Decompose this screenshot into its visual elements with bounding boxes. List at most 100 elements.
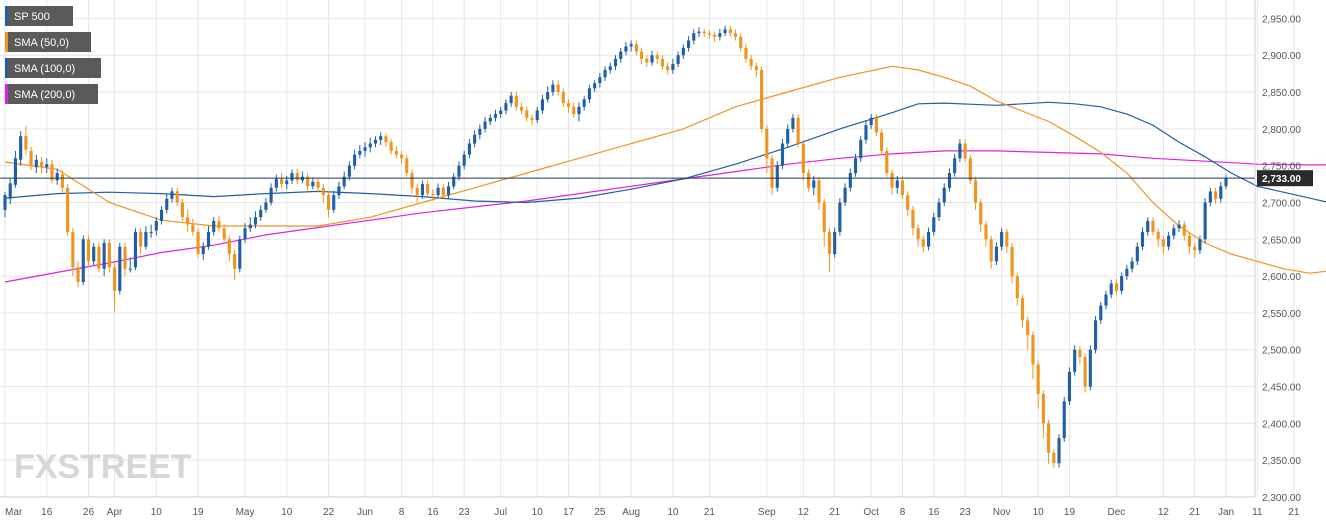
candle-body — [206, 231, 211, 247]
candle — [723, 25, 727, 37]
candle — [906, 191, 910, 216]
candle — [1161, 235, 1165, 255]
candle — [86, 235, 91, 268]
candle-body — [624, 46, 628, 52]
x-tick-label: 21 — [704, 507, 716, 518]
y-tick-label: 2,950.00 — [1262, 14, 1301, 25]
candle — [947, 168, 952, 192]
candle — [817, 176, 821, 210]
candle — [316, 177, 320, 193]
candle-body — [102, 242, 106, 269]
candle — [973, 176, 978, 210]
candle — [806, 169, 811, 192]
candle — [942, 183, 946, 207]
candle — [587, 84, 591, 104]
candle — [634, 40, 638, 56]
candle-body — [45, 164, 49, 168]
candle-body — [692, 33, 696, 41]
candle-body — [744, 47, 748, 59]
x-tick-label: 11 — [1252, 507, 1263, 518]
x-tick-label: 10 — [281, 507, 293, 518]
candle-body — [927, 231, 931, 247]
candle-body — [702, 31, 706, 34]
candle — [384, 133, 388, 147]
candle-body — [979, 202, 983, 225]
y-tick-label: 2,700.00 — [1262, 198, 1301, 209]
candle-body — [149, 231, 153, 233]
candle — [666, 62, 670, 75]
candle-body — [817, 180, 821, 203]
candle — [1146, 217, 1150, 236]
candle — [139, 228, 143, 255]
candle-body — [859, 139, 863, 159]
candle — [1020, 294, 1025, 328]
candle — [1088, 345, 1092, 391]
x-tick-label: 12 — [1158, 507, 1170, 518]
candle-body — [791, 117, 795, 129]
candle — [812, 175, 816, 196]
candle — [13, 150, 18, 188]
candle-body — [514, 95, 518, 107]
candle — [1015, 272, 1019, 306]
candle — [921, 235, 925, 253]
candle — [561, 88, 565, 107]
candle-body — [577, 106, 581, 115]
candle-body — [1203, 202, 1207, 240]
candle-body — [1047, 423, 1051, 453]
y-tick-label: 2,350.00 — [1262, 456, 1301, 467]
candle — [337, 181, 341, 199]
candle — [765, 125, 769, 174]
candle — [1010, 242, 1014, 284]
candle-body — [806, 173, 811, 188]
candle — [572, 102, 576, 118]
candle-body — [1099, 305, 1103, 321]
candle — [671, 58, 675, 74]
candle — [1073, 345, 1077, 376]
candle-body — [723, 29, 727, 34]
legend-item[interactable]: SMA (200,0) — [5, 84, 98, 104]
legend-box — [5, 6, 73, 26]
candle — [1224, 174, 1228, 190]
candle — [253, 211, 258, 229]
candle-body — [900, 180, 905, 196]
x-tick-label: 22 — [323, 507, 335, 518]
candle — [916, 224, 920, 247]
candle — [159, 206, 164, 225]
candle — [791, 114, 795, 133]
legend-item[interactable]: SP 500 — [5, 6, 73, 26]
candle-body — [765, 128, 769, 159]
candle — [608, 62, 612, 74]
candle — [530, 114, 534, 126]
candle — [702, 28, 706, 37]
x-tick-label: Aug — [622, 507, 640, 518]
candle — [853, 153, 858, 177]
x-tick-label: 8 — [399, 507, 405, 518]
candle — [770, 154, 774, 196]
candle — [546, 86, 550, 103]
candle — [1067, 367, 1072, 405]
candle-body — [864, 125, 868, 140]
candle-body — [660, 58, 665, 67]
x-tick-label: 10 — [151, 507, 163, 518]
candle — [953, 153, 957, 177]
candle — [864, 120, 868, 144]
legend-item[interactable]: SMA (100,0) — [5, 58, 101, 78]
candle-body — [921, 239, 925, 247]
legend-swatch — [5, 32, 8, 52]
candle-body — [801, 143, 805, 174]
legend-item[interactable]: SMA (50,0) — [5, 32, 91, 52]
candle — [342, 171, 346, 190]
candle-body — [509, 95, 513, 104]
candle — [911, 206, 915, 236]
candle — [321, 184, 325, 203]
candle — [71, 228, 75, 277]
candle — [347, 161, 351, 181]
candle-layer — [3, 25, 1228, 468]
candle — [363, 142, 367, 157]
candle-body — [848, 173, 852, 188]
candle-body — [869, 117, 873, 126]
candle-body — [347, 165, 351, 177]
candle-body — [321, 187, 325, 196]
candle — [958, 139, 962, 162]
candle-body — [1104, 294, 1108, 306]
